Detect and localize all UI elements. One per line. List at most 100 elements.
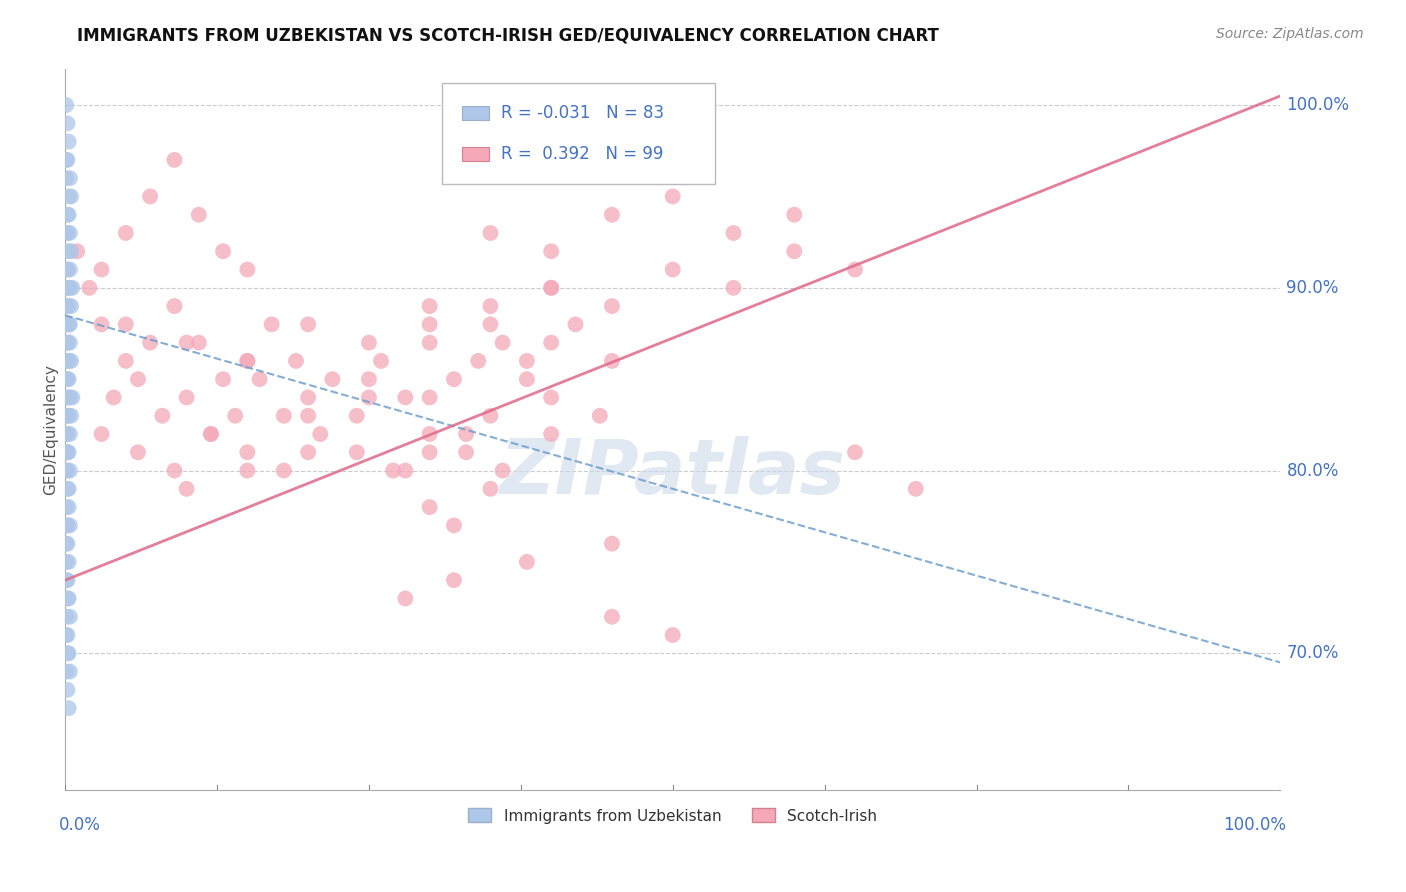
Point: [114, 354, 136, 368]
Point: [55, 171, 77, 186]
Point: [55, 427, 77, 442]
Point: [723, 226, 745, 240]
Point: [58, 391, 80, 405]
Point: [55, 226, 77, 240]
Point: [357, 391, 380, 405]
Text: 80.0%: 80.0%: [1286, 461, 1339, 480]
Point: [58, 646, 80, 660]
Point: [844, 445, 866, 459]
Point: [56, 226, 79, 240]
Point: [419, 500, 441, 515]
Text: 100.0%: 100.0%: [1223, 815, 1286, 834]
Point: [90, 427, 112, 442]
Point: [56, 153, 79, 167]
Point: [370, 354, 392, 368]
Point: [479, 299, 502, 313]
Point: [66, 244, 89, 259]
Point: [59, 318, 82, 332]
Point: [844, 262, 866, 277]
Point: [419, 318, 441, 332]
Point: [55, 665, 77, 679]
Point: [103, 391, 125, 405]
Point: [273, 464, 295, 478]
Point: [564, 318, 586, 332]
Point: [394, 464, 416, 478]
Y-axis label: GED/Equivalency: GED/Equivalency: [44, 364, 58, 495]
Point: [55, 299, 77, 313]
Text: R =  0.392   N = 99: R = 0.392 N = 99: [502, 145, 664, 163]
Point: [55, 409, 77, 423]
Point: [56, 536, 79, 550]
Point: [443, 573, 465, 587]
Point: [212, 244, 235, 259]
Point: [479, 318, 502, 332]
Point: [540, 335, 562, 350]
Point: [357, 372, 380, 386]
Point: [783, 208, 806, 222]
Point: [212, 372, 235, 386]
Point: [139, 335, 162, 350]
Point: [55, 391, 77, 405]
Point: [297, 318, 319, 332]
Point: [297, 445, 319, 459]
Point: [273, 409, 295, 423]
Point: [176, 482, 198, 496]
Point: [589, 409, 612, 423]
Point: [346, 445, 368, 459]
Bar: [463, 147, 489, 161]
Point: [60, 244, 83, 259]
Point: [56, 318, 79, 332]
Point: [58, 372, 80, 386]
Point: [56, 482, 79, 496]
Point: [600, 354, 623, 368]
Point: [419, 335, 441, 350]
Point: [59, 665, 82, 679]
Point: [60, 189, 83, 203]
Point: [187, 335, 209, 350]
Point: [59, 518, 82, 533]
Point: [58, 591, 80, 606]
Text: 100.0%: 100.0%: [1286, 96, 1350, 114]
Point: [600, 208, 623, 222]
Point: [163, 153, 186, 167]
Point: [90, 262, 112, 277]
Point: [540, 281, 562, 295]
Point: [58, 500, 80, 515]
Point: [443, 372, 465, 386]
Point: [127, 372, 149, 386]
Point: [600, 609, 623, 624]
Point: [285, 354, 308, 368]
Point: [56, 445, 79, 459]
Point: [309, 427, 332, 442]
Point: [540, 427, 562, 442]
Point: [58, 281, 80, 295]
Point: [516, 555, 538, 569]
Point: [456, 445, 478, 459]
Point: [394, 591, 416, 606]
Point: [297, 391, 319, 405]
Point: [661, 628, 683, 642]
Point: [58, 354, 80, 368]
Point: [236, 464, 259, 478]
Point: [58, 244, 80, 259]
Point: [59, 335, 82, 350]
Point: [236, 354, 259, 368]
Point: [114, 226, 136, 240]
Point: [56, 573, 79, 587]
Point: [297, 409, 319, 423]
Point: [456, 427, 478, 442]
Point: [79, 281, 101, 295]
Point: [55, 500, 77, 515]
Point: [600, 536, 623, 550]
Text: 70.0%: 70.0%: [1286, 644, 1339, 662]
Point: [60, 409, 83, 423]
Point: [321, 372, 343, 386]
Point: [540, 281, 562, 295]
Point: [59, 427, 82, 442]
Point: [56, 335, 79, 350]
Point: [58, 409, 80, 423]
Point: [56, 208, 79, 222]
Point: [58, 189, 80, 203]
Point: [236, 354, 259, 368]
Point: [55, 354, 77, 368]
